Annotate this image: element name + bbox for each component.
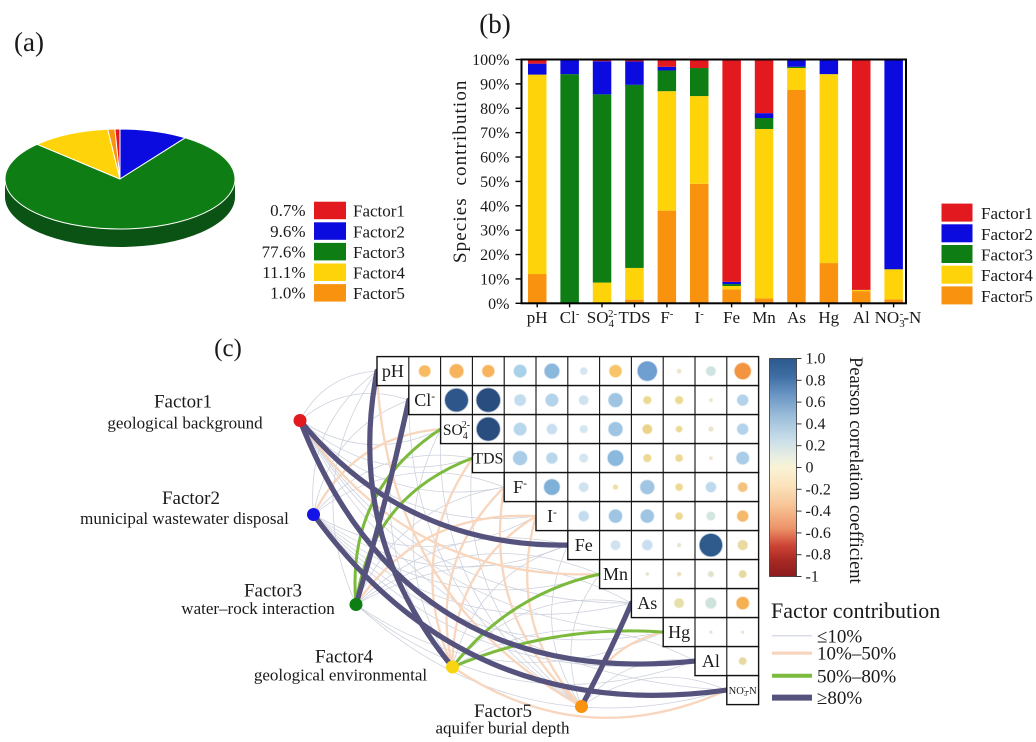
svg-text:100%: 100% — [472, 52, 509, 69]
svg-text:Pearson correlation coefficien: Pearson correlation coefficient — [845, 357, 865, 585]
svg-text:(c): (c) — [214, 335, 242, 362]
svg-text:aquifer burial depth: aquifer burial depth — [435, 719, 570, 738]
svg-text:Factor contribution: Factor contribution — [771, 598, 940, 623]
svg-text:30%: 30% — [480, 223, 509, 240]
svg-text:80%: 80% — [480, 101, 509, 118]
svg-text:Factor4: Factor4 — [353, 264, 405, 283]
svg-text:-1: -1 — [806, 569, 819, 586]
svg-text:Factor2: Factor2 — [981, 225, 1033, 244]
svg-text:Factor2: Factor2 — [353, 222, 405, 241]
svg-text:0.2: 0.2 — [806, 438, 826, 455]
svg-text:NO3--N: NO3--N — [875, 308, 922, 330]
svg-text:-0.2: -0.2 — [806, 481, 831, 498]
svg-text:70%: 70% — [480, 125, 509, 142]
svg-text:Factor5: Factor5 — [353, 284, 405, 303]
svg-text:90%: 90% — [480, 76, 509, 93]
svg-text:-0.4: -0.4 — [806, 503, 831, 520]
svg-text:0.8: 0.8 — [806, 372, 826, 389]
svg-text:77.6%: 77.6% — [262, 242, 306, 261]
svg-text:0.4: 0.4 — [806, 416, 826, 433]
svg-text:As: As — [787, 308, 806, 327]
svg-text:municipal wastewater disposal: municipal wastewater disposal — [80, 509, 289, 528]
svg-text:9.6%: 9.6% — [270, 222, 305, 241]
svg-text:(b): (b) — [479, 9, 510, 39]
svg-text:Hg: Hg — [668, 622, 690, 642]
svg-text:Factor4: Factor4 — [981, 266, 1033, 285]
svg-text:Factor3: Factor3 — [981, 246, 1033, 265]
svg-text:Fe: Fe — [575, 535, 593, 555]
svg-text:60%: 60% — [480, 150, 509, 167]
svg-text:I-: I- — [695, 308, 705, 327]
svg-text:geological background: geological background — [107, 414, 263, 433]
svg-text:SO42-: SO42- — [443, 420, 470, 442]
svg-text:Factor1: Factor1 — [353, 202, 405, 221]
svg-text:geological environmental: geological environmental — [254, 666, 428, 685]
svg-text:0.6: 0.6 — [806, 394, 826, 411]
svg-text:pH: pH — [527, 308, 548, 327]
svg-text:TDS: TDS — [473, 451, 503, 468]
svg-text:water–rock interaction: water–rock interaction — [181, 599, 335, 618]
svg-text:(a): (a) — [14, 27, 44, 57]
svg-text:Mn: Mn — [603, 564, 628, 584]
svg-text:0.7%: 0.7% — [270, 201, 305, 220]
svg-text:Factor2: Factor2 — [162, 488, 220, 509]
svg-text:0: 0 — [806, 460, 814, 477]
svg-text:Species contribution: Species contribution — [450, 79, 471, 263]
svg-text:Al: Al — [853, 308, 870, 327]
svg-text:Factor1: Factor1 — [154, 392, 212, 413]
svg-text:Factor3: Factor3 — [353, 243, 405, 262]
svg-text:pH: pH — [382, 361, 404, 381]
svg-text:F-: F- — [660, 308, 673, 327]
svg-text:40%: 40% — [480, 198, 509, 215]
svg-text:As: As — [637, 593, 657, 613]
svg-text:Cl-: Cl- — [560, 308, 580, 327]
svg-text:Factor5: Factor5 — [981, 287, 1033, 306]
svg-text:NO3--N: NO3--N — [729, 683, 758, 698]
svg-text:10%: 10% — [480, 271, 509, 288]
svg-text:11.1%: 11.1% — [262, 263, 305, 282]
svg-text:1.0: 1.0 — [806, 351, 826, 368]
svg-text:50%–80%: 50%–80% — [817, 666, 896, 687]
svg-text:10%–50%: 10%–50% — [817, 644, 896, 665]
svg-text:20%: 20% — [480, 247, 509, 264]
svg-text:-0.6: -0.6 — [806, 525, 831, 542]
svg-text:1.0%: 1.0% — [270, 284, 305, 303]
svg-text:≥80%: ≥80% — [817, 688, 862, 709]
svg-text:Fe: Fe — [723, 308, 740, 327]
svg-text:Factor4: Factor4 — [315, 647, 374, 668]
svg-text:-0.8: -0.8 — [806, 547, 831, 564]
svg-text:50%: 50% — [480, 174, 509, 191]
svg-text:Al: Al — [702, 651, 720, 671]
svg-text:TDS: TDS — [618, 308, 650, 327]
svg-text:Hg: Hg — [818, 308, 839, 327]
svg-text:Factor1: Factor1 — [981, 204, 1033, 223]
svg-text:Mn: Mn — [752, 308, 776, 327]
svg-text:SO42-: SO42- — [587, 308, 618, 330]
svg-text:0%: 0% — [488, 296, 509, 313]
